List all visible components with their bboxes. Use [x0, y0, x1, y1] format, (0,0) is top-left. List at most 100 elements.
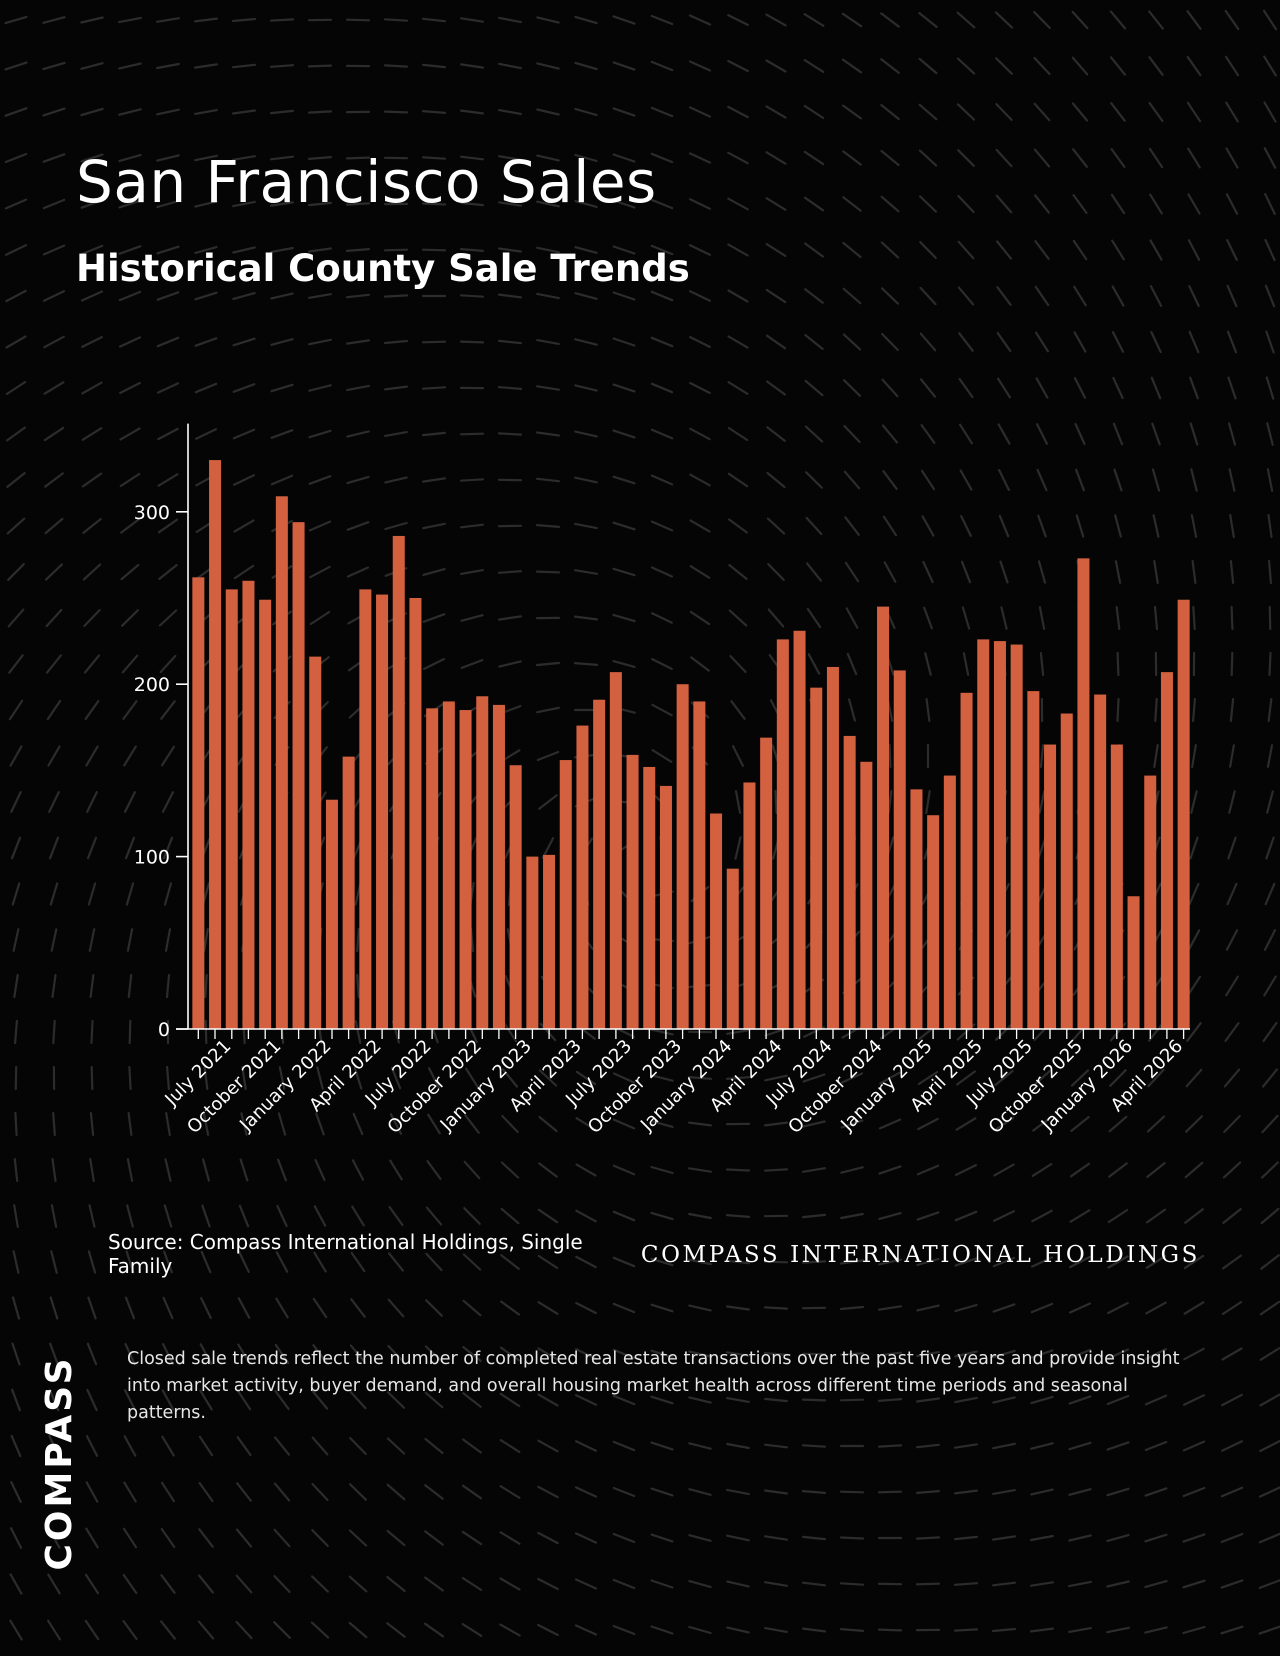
background-dash [89, 1157, 95, 1183]
background-dash [236, 1435, 252, 1457]
background-dash [424, 1391, 444, 1409]
background-dash [1183, 1301, 1205, 1315]
background-dash [460, 109, 484, 115]
background-dash [4, 61, 28, 71]
bar [943, 775, 956, 1029]
background-dash [118, 245, 142, 255]
background-dash [766, 471, 786, 489]
background-dash [688, 1442, 712, 1450]
background-dash [424, 1530, 444, 1546]
background-dash [12, 1250, 20, 1274]
background-dash [198, 1435, 214, 1457]
background-dash [309, 610, 331, 626]
background-dash [887, 789, 893, 815]
background-dash [277, 1158, 287, 1182]
background-dash [727, 381, 749, 395]
background-dash [42, 61, 66, 71]
background-dash [194, 154, 218, 162]
background-dash [882, 470, 898, 490]
background-dash [915, 1443, 941, 1449]
background-dash [1187, 193, 1201, 215]
background-dash [727, 518, 749, 534]
background-dash [918, 149, 938, 167]
background-dash [388, 1205, 404, 1227]
background-dash [763, 1489, 789, 1495]
background-dash [86, 836, 98, 860]
background-dash [960, 560, 972, 584]
background-dash [612, 567, 636, 577]
background-dash [123, 1481, 137, 1503]
background-dash [80, 290, 104, 302]
background-dash [1227, 836, 1237, 860]
background-dash [1033, 102, 1051, 122]
background-dash [423, 657, 445, 671]
background-dash [536, 16, 560, 24]
background-dash [992, 1442, 1016, 1450]
background-dash [314, 1158, 326, 1182]
background-dash [574, 1532, 598, 1544]
background-dash [311, 1390, 329, 1410]
background-dash [459, 340, 485, 344]
background-dash [311, 1529, 329, 1547]
background-dash [87, 1250, 97, 1274]
background-dash [460, 63, 484, 69]
background-dash [195, 428, 217, 440]
background-dash [424, 1345, 444, 1363]
background-dash [957, 240, 975, 260]
bar [810, 687, 823, 1029]
background-dash [1034, 285, 1050, 307]
background-dash [688, 1350, 712, 1358]
background-dash [727, 105, 749, 119]
bar [392, 535, 405, 1029]
background-dash [499, 1438, 521, 1454]
bar [442, 701, 455, 1029]
background-dash [726, 1626, 750, 1634]
background-dash [878, 1211, 902, 1221]
background-dash [688, 152, 712, 164]
background-dash [843, 470, 861, 490]
bar [526, 856, 539, 1029]
background-dash [422, 613, 446, 623]
background-dash [199, 1343, 213, 1365]
bar [626, 754, 639, 1029]
background-dash [42, 198, 66, 210]
background-dash [162, 1296, 174, 1320]
background-dash [1225, 101, 1239, 123]
background-dash [240, 1112, 248, 1136]
background-dash [1267, 559, 1273, 585]
background-dash [10, 1480, 22, 1504]
background-dash [841, 12, 863, 28]
background-dash [11, 1388, 21, 1412]
background-dash [992, 1396, 1016, 1404]
background-dash [232, 109, 256, 115]
background-dash [915, 1582, 941, 1586]
background-dash [1069, 1209, 1091, 1223]
background-dash [1111, 239, 1125, 261]
background-dash [1266, 422, 1274, 446]
background-dash [1152, 514, 1160, 538]
background-dash [959, 469, 973, 491]
background-dash [992, 1210, 1016, 1222]
bar [509, 765, 522, 1029]
background-dash [163, 1250, 173, 1274]
background-dash [118, 108, 142, 116]
background-dash [87, 1296, 97, 1320]
background-dash [9, 1527, 23, 1549]
background-dash [765, 380, 787, 396]
background-dash [14, 1019, 18, 1045]
background-dash [233, 564, 255, 580]
background-dash [574, 107, 598, 117]
background-dash [538, 1115, 558, 1133]
background-dash [877, 1397, 903, 1403]
background-dash [161, 1389, 175, 1411]
background-dash [119, 472, 141, 488]
y-tick-label: 0 [158, 1019, 170, 1041]
background-dash [688, 1212, 712, 1220]
background-dash [1035, 377, 1049, 399]
background-dash [1263, 929, 1277, 951]
background-dash [767, 608, 785, 628]
background-dash [958, 377, 974, 399]
background-dash [726, 1488, 750, 1496]
background-dash [308, 201, 332, 207]
background-dash [82, 517, 102, 535]
